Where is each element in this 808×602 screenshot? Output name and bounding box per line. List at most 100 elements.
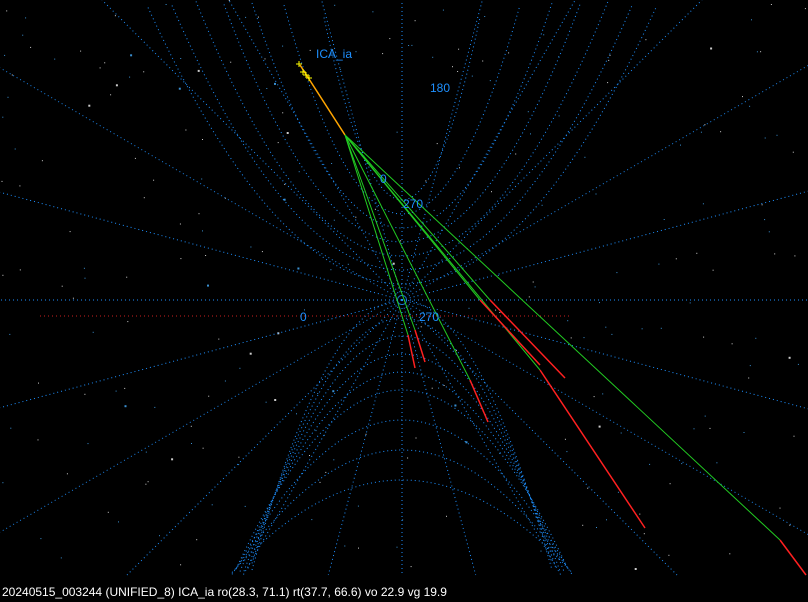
star	[649, 463, 651, 465]
star	[382, 53, 384, 55]
star	[319, 481, 321, 483]
star	[266, 88, 268, 89]
star	[788, 356, 791, 359]
star	[10, 427, 12, 429]
star	[755, 337, 757, 339]
star	[484, 16, 486, 17]
star	[261, 251, 263, 253]
star	[145, 451, 147, 453]
grid-radial	[242, 299, 403, 576]
star	[154, 406, 156, 408]
star	[190, 425, 192, 427]
star	[457, 71, 459, 72]
star	[332, 390, 335, 393]
star	[265, 401, 267, 403]
star	[400, 240, 402, 242]
star	[72, 297, 74, 299]
status-bar: 20240515_003244 (UNIFIED_8) ICA_ia ro(28…	[2, 585, 447, 599]
ray-end-segment	[489, 299, 566, 379]
star	[710, 47, 713, 50]
star	[208, 395, 210, 397]
star	[228, 0, 230, 1]
star	[130, 54, 133, 57]
star	[742, 96, 743, 98]
star	[92, 331, 94, 333]
star	[761, 204, 763, 206]
star	[645, 39, 647, 41]
star	[515, 153, 517, 155]
star	[9, 333, 11, 335]
star	[587, 487, 589, 489]
track-marker	[300, 69, 306, 75]
star	[61, 285, 63, 287]
star	[489, 80, 491, 82]
star	[558, 115, 560, 117]
star	[19, 185, 21, 187]
grid-curve-lower	[251, 317, 553, 564]
star	[389, 38, 391, 40]
star	[202, 230, 203, 232]
star	[344, 545, 346, 547]
star	[716, 462, 718, 464]
star	[245, 16, 247, 18]
ray-end-segment	[479, 299, 541, 366]
star	[19, 269, 21, 271]
star	[153, 179, 155, 181]
star	[731, 343, 733, 345]
star	[564, 438, 566, 440]
star	[743, 432, 745, 433]
star	[458, 48, 460, 50]
star	[110, 94, 112, 96]
star	[482, 60, 484, 62]
grid-curve-lower	[239, 371, 565, 572]
star	[779, 507, 781, 509]
star	[165, 4, 167, 5]
star	[804, 8, 806, 10]
star	[607, 82, 609, 84]
star	[530, 133, 531, 135]
angle-label-0-lower: 0	[300, 310, 307, 324]
star	[238, 464, 240, 466]
star	[331, 163, 333, 164]
grid-curve-lower	[231, 449, 573, 575]
grid-curve-lower	[235, 419, 569, 570]
star	[2, 116, 4, 118]
star	[191, 443, 192, 444]
star	[528, 296, 530, 298]
star	[330, 269, 332, 271]
star	[274, 399, 277, 401]
star	[602, 393, 604, 395]
star	[202, 447, 204, 449]
star	[764, 137, 766, 139]
track-marker	[306, 75, 312, 81]
star	[249, 352, 252, 355]
angle-label-0-upper: 0	[380, 172, 387, 186]
star	[198, 213, 200, 215]
star	[126, 276, 128, 278]
grid-curve-upper	[323, 17, 481, 201]
star	[729, 553, 731, 555]
star	[358, 547, 359, 549]
grid-radial	[401, 299, 678, 576]
star	[643, 533, 645, 535]
target-label: ICA_ia	[316, 47, 353, 61]
star	[497, 275, 499, 276]
star	[583, 337, 585, 339]
star	[143, 71, 145, 73]
star	[675, 258, 677, 260]
star	[593, 396, 595, 398]
star	[620, 432, 622, 434]
star	[2, 274, 4, 276]
ray-segment	[344, 134, 781, 541]
star	[54, 58, 56, 60]
star	[660, 327, 662, 329]
star	[534, 286, 536, 288]
grid-curve-lower	[231, 479, 573, 573]
star	[87, 443, 89, 445]
star	[411, 44, 413, 46]
ray-end-segment	[407, 334, 416, 369]
star	[532, 281, 534, 283]
star	[499, 452, 501, 454]
ray-segment	[344, 134, 471, 381]
